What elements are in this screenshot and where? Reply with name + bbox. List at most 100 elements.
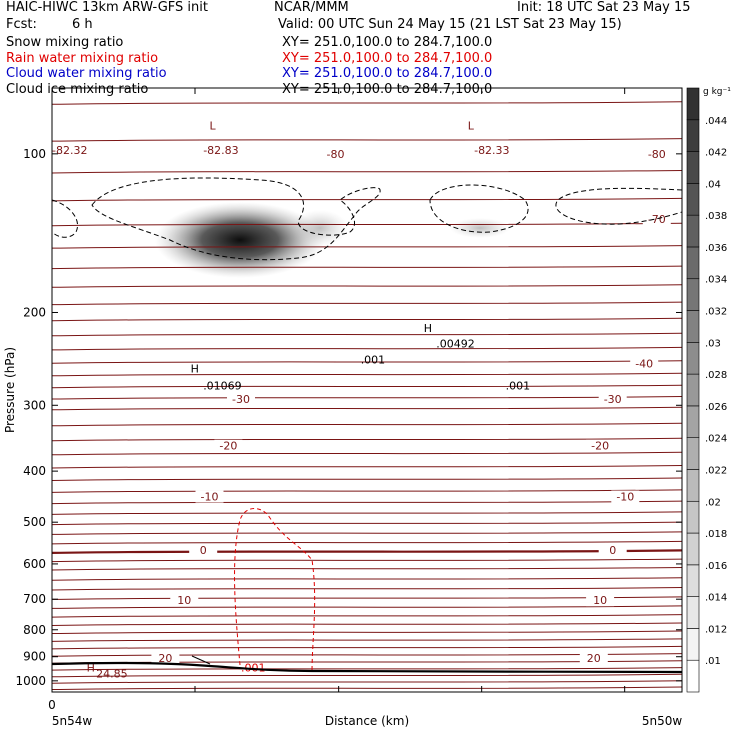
isotherm-line (52, 680, 682, 684)
colorbar-label: .028 (705, 370, 727, 381)
isotherm-label: -20 (591, 440, 609, 453)
isotherm-label-bg (642, 213, 671, 226)
isotherm-label-bg (170, 594, 199, 607)
y-tick-label: 700 (23, 592, 46, 606)
colorbar-box (686, 659, 700, 693)
colorbar-label: .04 (705, 179, 721, 190)
isotherm-line (52, 477, 682, 481)
isotherm-line (52, 638, 682, 642)
plot-frame (51, 87, 683, 693)
isotherm-line (52, 500, 682, 505)
extremum-label: H (424, 322, 432, 335)
y-tick-label: 800 (23, 623, 46, 637)
y-axis-label: Pressure (hPa) (3, 347, 17, 433)
isotherm-line (52, 653, 682, 657)
isotherm-label-bg (151, 651, 180, 664)
isotherm-line (52, 406, 682, 411)
isotherm-label: 10 (177, 594, 191, 607)
isotherm-line (52, 645, 682, 650)
isotherm-label-bg (586, 439, 615, 452)
isotherm-label-bg (227, 393, 255, 406)
colorbar-label: .038 (705, 211, 727, 222)
colorbar-label: .022 (705, 465, 727, 476)
extremum-label: L (468, 120, 475, 133)
forecast-label: Fcst: (6, 17, 37, 32)
colorbar-label: .012 (705, 624, 727, 635)
isotherm-line (52, 222, 682, 227)
isotherm-line (52, 596, 682, 600)
ice-contour-main (91, 177, 381, 261)
y-tick-label: 300 (23, 398, 46, 412)
colorbar-box (686, 246, 700, 280)
y-tick-label: 600 (23, 557, 46, 571)
colorbar-box (686, 532, 700, 566)
isotherm-line (52, 549, 682, 554)
colorbar-unit: g kg⁻¹ (703, 87, 731, 97)
y-tick-label: 900 (23, 650, 46, 664)
y-tick-label: 100 (23, 147, 46, 161)
isotherm-line (52, 521, 682, 526)
field-xy: XY= 251.0,100.0 to 284.7,100.0 (282, 50, 493, 66)
extremum-label: -82.32 (52, 144, 87, 157)
extremum-label: -82.33 (474, 144, 509, 157)
extremum-label: .00492 (436, 337, 475, 350)
colorbar-label: .01 (705, 656, 721, 667)
extremum-label: H (87, 661, 95, 674)
isotherm-line (52, 586, 682, 591)
field-name: Snow mixing ratio (6, 35, 124, 50)
x-end-label-left: 5n54w (52, 714, 93, 728)
isotherm-label-bg (598, 543, 627, 556)
colorbar-box (686, 87, 700, 121)
colorbar-box (686, 405, 700, 438)
field-xy: XY= 251.0,100.0 to 284.7,100.0 (282, 35, 493, 50)
isotherm-line (52, 686, 682, 691)
isotherm-label: -30 (232, 393, 250, 406)
colorbar-label: .024 (705, 434, 727, 445)
colorbar-box (686, 564, 700, 597)
isotherm-line (52, 464, 682, 469)
colorbar-box (686, 310, 700, 343)
isotherm-label-bg (214, 439, 243, 452)
isotherm-line (52, 558, 682, 563)
isotherm-label-bg (611, 490, 640, 503)
field-name: Cloud ice mixing ratio (6, 81, 149, 97)
field-name: Cloud water mixing ratio (6, 66, 167, 81)
colorbar-label: .03 (705, 338, 721, 349)
isotherm-line (52, 451, 682, 456)
isotherm-line (52, 667, 682, 671)
isotherm-label-bg (321, 147, 350, 160)
field-name: Rain water mixing ratio (6, 50, 159, 66)
terrain-tick (191, 655, 211, 665)
isotherm-label: -20 (219, 440, 237, 453)
isotherm-label-bg (642, 147, 671, 160)
terrain-line (52, 661, 682, 674)
extremum-label: 24.85 (96, 667, 128, 680)
extremum-label: .01069 (203, 379, 242, 392)
center-name: NCAR/MMM (274, 0, 349, 15)
colorbar-label: .042 (705, 148, 727, 159)
isotherm-label: 20 (158, 652, 172, 665)
isotherm-label: -80 (327, 148, 345, 161)
colorbar-box (686, 596, 700, 629)
x-axis-label: Distance (km) (325, 714, 409, 728)
rain-contour (234, 508, 316, 673)
isotherm-label: -80 (648, 148, 666, 161)
isotherm-line (52, 101, 682, 105)
isotherm-line (52, 372, 682, 377)
colorbar-label: .044 (705, 116, 727, 127)
isotherm-line (52, 531, 682, 535)
colorbar-box (686, 628, 700, 661)
isotherm-line (52, 317, 682, 322)
isotherm-label: -40 (635, 358, 653, 371)
isotherm-line (52, 673, 682, 678)
isotherm-label-bg (586, 594, 615, 607)
ice-shading-secondary (292, 210, 348, 246)
colorbar-label: .036 (705, 243, 727, 254)
extremum-label: .001 (361, 354, 386, 367)
colorbar-box (686, 373, 700, 407)
isotherm-line (52, 169, 682, 174)
isotherm-label: -30 (604, 393, 622, 406)
y-tick-label: 400 (23, 464, 46, 478)
y-tick-label: 500 (23, 515, 46, 529)
colorbar-label: .018 (705, 529, 727, 540)
